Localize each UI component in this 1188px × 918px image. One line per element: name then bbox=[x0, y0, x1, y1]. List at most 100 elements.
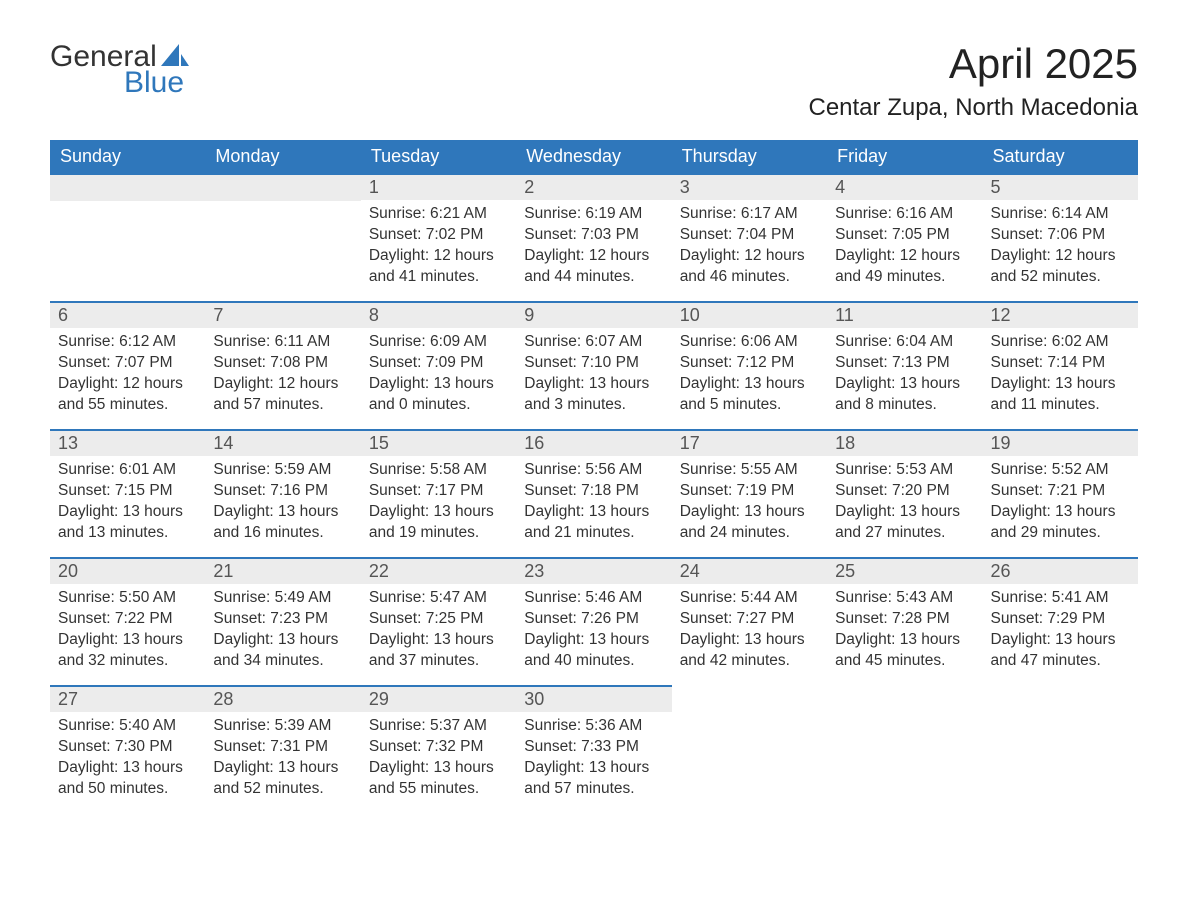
day-daylight2: and 27 minutes. bbox=[835, 523, 974, 544]
day-daylight1: Daylight: 13 hours bbox=[58, 630, 197, 651]
weekday-heading: Sunday bbox=[50, 140, 205, 174]
day-daylight1: Daylight: 13 hours bbox=[58, 502, 197, 523]
day-daylight1: Daylight: 12 hours bbox=[369, 246, 508, 267]
calendar-day-cell: 29Sunrise: 5:37 AMSunset: 7:32 PMDayligh… bbox=[361, 686, 516, 814]
day-number-empty bbox=[50, 175, 205, 201]
day-body: Sunrise: 5:56 AMSunset: 7:18 PMDaylight:… bbox=[516, 456, 671, 554]
day-sunset: Sunset: 7:23 PM bbox=[213, 609, 352, 630]
day-sunrise: Sunrise: 5:58 AM bbox=[369, 460, 508, 481]
day-sunset: Sunset: 7:05 PM bbox=[835, 225, 974, 246]
calendar-day-cell: 25Sunrise: 5:43 AMSunset: 7:28 PMDayligh… bbox=[827, 558, 982, 686]
day-daylight1: Daylight: 12 hours bbox=[213, 374, 352, 395]
calendar-day-cell: 26Sunrise: 5:41 AMSunset: 7:29 PMDayligh… bbox=[983, 558, 1138, 686]
calendar-day-cell: 6Sunrise: 6:12 AMSunset: 7:07 PMDaylight… bbox=[50, 302, 205, 430]
day-sunrise: Sunrise: 5:46 AM bbox=[524, 588, 663, 609]
calendar-empty-leading-cell bbox=[50, 174, 205, 302]
day-sunrise: Sunrise: 6:02 AM bbox=[991, 332, 1130, 353]
day-daylight2: and 55 minutes. bbox=[369, 779, 508, 800]
calendar-day-cell: 1Sunrise: 6:21 AMSunset: 7:02 PMDaylight… bbox=[361, 174, 516, 302]
calendar-day-cell: 8Sunrise: 6:09 AMSunset: 7:09 PMDaylight… bbox=[361, 302, 516, 430]
day-body: Sunrise: 5:40 AMSunset: 7:30 PMDaylight:… bbox=[50, 712, 205, 810]
day-sunrise: Sunrise: 5:53 AM bbox=[835, 460, 974, 481]
day-daylight2: and 40 minutes. bbox=[524, 651, 663, 672]
day-number: 11 bbox=[827, 303, 982, 328]
weekday-heading: Saturday bbox=[983, 140, 1138, 174]
day-daylight1: Daylight: 13 hours bbox=[213, 758, 352, 779]
calendar-day-cell: 22Sunrise: 5:47 AMSunset: 7:25 PMDayligh… bbox=[361, 558, 516, 686]
day-sunset: Sunset: 7:26 PM bbox=[524, 609, 663, 630]
calendar-day-cell: 14Sunrise: 5:59 AMSunset: 7:16 PMDayligh… bbox=[205, 430, 360, 558]
calendar-table: Sunday Monday Tuesday Wednesday Thursday… bbox=[50, 140, 1138, 814]
day-sunset: Sunset: 7:02 PM bbox=[369, 225, 508, 246]
day-sunset: Sunset: 7:14 PM bbox=[991, 353, 1130, 374]
day-daylight1: Daylight: 13 hours bbox=[835, 630, 974, 651]
day-sunrise: Sunrise: 5:41 AM bbox=[991, 588, 1130, 609]
day-number: 18 bbox=[827, 431, 982, 456]
day-sunrise: Sunrise: 5:37 AM bbox=[369, 716, 508, 737]
day-body: Sunrise: 5:47 AMSunset: 7:25 PMDaylight:… bbox=[361, 584, 516, 682]
day-body: Sunrise: 6:07 AMSunset: 7:10 PMDaylight:… bbox=[516, 328, 671, 426]
day-sunrise: Sunrise: 5:44 AM bbox=[680, 588, 819, 609]
day-body: Sunrise: 6:11 AMSunset: 7:08 PMDaylight:… bbox=[205, 328, 360, 426]
day-number: 28 bbox=[205, 687, 360, 712]
day-daylight1: Daylight: 13 hours bbox=[991, 502, 1130, 523]
day-number: 22 bbox=[361, 559, 516, 584]
day-sunset: Sunset: 7:03 PM bbox=[524, 225, 663, 246]
day-daylight2: and 34 minutes. bbox=[213, 651, 352, 672]
day-sunrise: Sunrise: 6:04 AM bbox=[835, 332, 974, 353]
title-block: April 2025 Centar Zupa, North Macedonia bbox=[808, 40, 1138, 132]
day-sunset: Sunset: 7:15 PM bbox=[58, 481, 197, 502]
day-daylight1: Daylight: 13 hours bbox=[680, 374, 819, 395]
day-daylight2: and 16 minutes. bbox=[213, 523, 352, 544]
day-body: Sunrise: 6:14 AMSunset: 7:06 PMDaylight:… bbox=[983, 200, 1138, 298]
day-body: Sunrise: 5:49 AMSunset: 7:23 PMDaylight:… bbox=[205, 584, 360, 682]
calendar-day-cell: 18Sunrise: 5:53 AMSunset: 7:20 PMDayligh… bbox=[827, 430, 982, 558]
day-daylight2: and 21 minutes. bbox=[524, 523, 663, 544]
day-daylight1: Daylight: 13 hours bbox=[524, 374, 663, 395]
day-sunrise: Sunrise: 6:19 AM bbox=[524, 204, 663, 225]
calendar-empty-trailing-cell bbox=[672, 686, 827, 814]
day-daylight1: Daylight: 13 hours bbox=[213, 630, 352, 651]
day-sunrise: Sunrise: 5:52 AM bbox=[991, 460, 1130, 481]
day-daylight1: Daylight: 13 hours bbox=[369, 502, 508, 523]
calendar-day-cell: 15Sunrise: 5:58 AMSunset: 7:17 PMDayligh… bbox=[361, 430, 516, 558]
day-sunrise: Sunrise: 5:59 AM bbox=[213, 460, 352, 481]
day-daylight2: and 13 minutes. bbox=[58, 523, 197, 544]
day-daylight1: Daylight: 13 hours bbox=[991, 630, 1130, 651]
day-number: 23 bbox=[516, 559, 671, 584]
calendar-weekday-header: Sunday Monday Tuesday Wednesday Thursday… bbox=[50, 140, 1138, 174]
day-sunset: Sunset: 7:12 PM bbox=[680, 353, 819, 374]
calendar-day-cell: 30Sunrise: 5:36 AMSunset: 7:33 PMDayligh… bbox=[516, 686, 671, 814]
day-number: 12 bbox=[983, 303, 1138, 328]
day-number: 19 bbox=[983, 431, 1138, 456]
day-body: Sunrise: 5:52 AMSunset: 7:21 PMDaylight:… bbox=[983, 456, 1138, 554]
day-daylight2: and 57 minutes. bbox=[213, 395, 352, 416]
day-body: Sunrise: 6:17 AMSunset: 7:04 PMDaylight:… bbox=[672, 200, 827, 298]
day-daylight2: and 52 minutes. bbox=[991, 267, 1130, 288]
day-daylight1: Daylight: 13 hours bbox=[680, 502, 819, 523]
day-daylight2: and 32 minutes. bbox=[58, 651, 197, 672]
day-number: 21 bbox=[205, 559, 360, 584]
day-sunrise: Sunrise: 6:14 AM bbox=[991, 204, 1130, 225]
calendar-day-cell: 13Sunrise: 6:01 AMSunset: 7:15 PMDayligh… bbox=[50, 430, 205, 558]
calendar-day-cell: 21Sunrise: 5:49 AMSunset: 7:23 PMDayligh… bbox=[205, 558, 360, 686]
day-daylight2: and 50 minutes. bbox=[58, 779, 197, 800]
logo: General Blue bbox=[50, 40, 189, 100]
calendar-day-cell: 11Sunrise: 6:04 AMSunset: 7:13 PMDayligh… bbox=[827, 302, 982, 430]
day-daylight1: Daylight: 13 hours bbox=[835, 374, 974, 395]
day-number: 13 bbox=[50, 431, 205, 456]
day-sunrise: Sunrise: 6:17 AM bbox=[680, 204, 819, 225]
calendar-week-row: 1Sunrise: 6:21 AMSunset: 7:02 PMDaylight… bbox=[50, 174, 1138, 302]
day-daylight2: and 41 minutes. bbox=[369, 267, 508, 288]
day-sunset: Sunset: 7:18 PM bbox=[524, 481, 663, 502]
day-sunset: Sunset: 7:31 PM bbox=[213, 737, 352, 758]
day-body: Sunrise: 6:02 AMSunset: 7:14 PMDaylight:… bbox=[983, 328, 1138, 426]
day-daylight2: and 49 minutes. bbox=[835, 267, 974, 288]
location-subtitle: Centar Zupa, North Macedonia bbox=[808, 94, 1138, 122]
day-body: Sunrise: 6:12 AMSunset: 7:07 PMDaylight:… bbox=[50, 328, 205, 426]
day-number: 10 bbox=[672, 303, 827, 328]
day-daylight1: Daylight: 12 hours bbox=[835, 246, 974, 267]
day-sunset: Sunset: 7:09 PM bbox=[369, 353, 508, 374]
calendar-day-cell: 10Sunrise: 6:06 AMSunset: 7:12 PMDayligh… bbox=[672, 302, 827, 430]
weekday-heading: Thursday bbox=[672, 140, 827, 174]
